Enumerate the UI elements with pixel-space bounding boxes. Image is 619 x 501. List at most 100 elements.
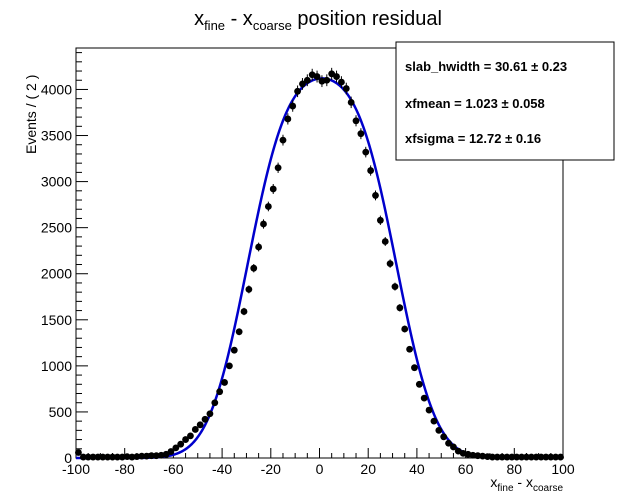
data-point — [425, 406, 433, 414]
data-point — [440, 433, 448, 441]
data-point — [474, 452, 482, 460]
data-point — [75, 449, 82, 456]
data-point — [255, 243, 263, 251]
data-point — [557, 453, 564, 461]
data-point — [172, 444, 180, 452]
data-point — [372, 192, 379, 199]
data-point — [396, 304, 404, 312]
data-point — [216, 388, 224, 396]
x-axis-label: xfine - xcoarse — [490, 474, 563, 494]
data-point — [401, 325, 409, 333]
data-point — [299, 80, 306, 88]
data-point — [128, 453, 136, 461]
data-point — [484, 453, 491, 461]
x-tick-label: 40 — [409, 461, 425, 477]
data-point — [338, 78, 345, 86]
data-point — [235, 328, 243, 336]
data-point — [206, 410, 214, 418]
stats-label-xfsigma: xfsigma = — [405, 131, 469, 146]
data-point — [167, 448, 175, 455]
xlabel-sub1: fine — [497, 483, 514, 494]
data-point — [221, 379, 228, 386]
data-point — [362, 148, 370, 156]
stats-box-frame — [395, 41, 615, 161]
data-point — [104, 453, 112, 461]
y-tick-label: 0 — [64, 450, 72, 466]
data-point — [508, 453, 516, 461]
data-point — [196, 421, 204, 429]
data-point — [226, 362, 233, 370]
data-point — [391, 283, 399, 291]
data-point — [89, 453, 97, 461]
data-point — [79, 453, 87, 461]
data-point — [230, 346, 238, 354]
data-point — [430, 417, 438, 425]
x-tick-label: -40 — [212, 461, 232, 477]
data-point — [191, 426, 199, 433]
data-point — [420, 394, 428, 402]
data-point — [352, 117, 360, 125]
data-point — [357, 130, 365, 138]
y-tick-label: 4000 — [41, 81, 72, 97]
data-point — [435, 426, 443, 434]
data-point — [279, 136, 287, 144]
data-point — [547, 453, 555, 461]
data-point — [284, 115, 292, 123]
data-point — [513, 453, 521, 461]
y-tick-label: 3500 — [41, 128, 72, 144]
data-point — [411, 364, 418, 372]
x-tick-label: -80 — [115, 461, 135, 477]
data-point — [381, 238, 389, 245]
data-point — [347, 98, 355, 106]
data-point — [367, 167, 375, 174]
x-tick-label: 20 — [360, 461, 376, 477]
data-point — [264, 203, 272, 210]
stats-box: slab_hwidth = 30.61 ± 0.23 xfmean = 1.02… — [395, 41, 615, 161]
xlabel-x1: x — [490, 474, 497, 490]
data-point — [182, 436, 189, 443]
data-point — [201, 415, 209, 423]
y-tick-label: 2500 — [41, 220, 72, 236]
y-tick-label: 2000 — [41, 266, 72, 282]
data-point — [527, 453, 535, 461]
data-point — [498, 453, 506, 461]
data-point — [450, 443, 457, 451]
data-point — [240, 308, 248, 315]
y-tick-label: 3000 — [41, 174, 72, 190]
data-point — [274, 164, 282, 172]
data-point — [152, 452, 160, 460]
data-point — [177, 440, 185, 448]
data-point — [289, 102, 297, 110]
y-tick-label: 1500 — [41, 312, 72, 328]
x-tick-label: 80 — [507, 461, 523, 477]
xlabel-sub2: coarse — [533, 483, 563, 494]
data-point — [123, 453, 131, 461]
data-point — [532, 453, 540, 461]
data-point — [303, 76, 311, 84]
data-point — [138, 452, 146, 460]
data-point — [333, 73, 340, 80]
title-sub2: coarse — [253, 18, 292, 33]
stats-row-xfmean: xfmean = 1.023 ± 0.058 — [405, 96, 545, 111]
stats-label-slab-hwidth: slab_hwidth = — [405, 59, 495, 74]
data-point — [260, 220, 267, 228]
data-point — [143, 452, 151, 460]
stats-value-xfmean: 1.023 ± 0.058 — [465, 96, 544, 111]
title-x1: x — [194, 8, 204, 30]
data-point — [386, 260, 394, 267]
data-point — [313, 73, 321, 80]
axes: -100 -80 -60 -40 -20 0 20 40 60 80 100050010001500… — [41, 52, 575, 477]
data-point — [552, 453, 560, 461]
x-tick-label: -60 — [163, 461, 183, 477]
x-tick-label: 0 — [316, 461, 324, 477]
data-point — [479, 452, 487, 460]
stats-row-xfsigma: xfsigma = 12.72 ± 0.16 — [405, 131, 541, 146]
data-point — [323, 76, 331, 84]
data-point — [406, 345, 413, 353]
data-point — [469, 451, 477, 459]
stats-value-slab-hwidth: 30.61 ± 0.23 — [495, 59, 567, 74]
y-axis-label: Events / ( 2 ) — [23, 75, 39, 154]
data-point — [148, 452, 155, 460]
data-point — [94, 453, 102, 461]
